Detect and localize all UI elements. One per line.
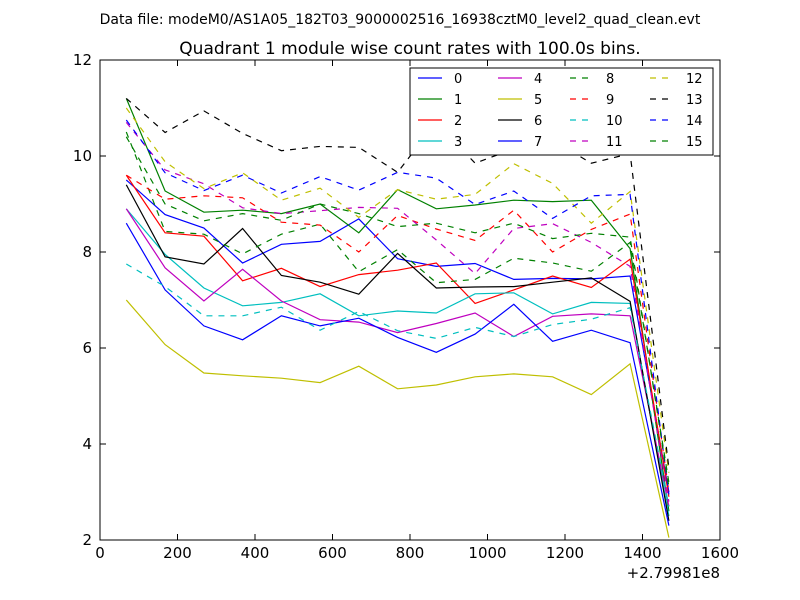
legend-entry-9: 9 <box>570 93 614 108</box>
series-line-10 <box>125 263 670 507</box>
x-tick-label: 1200 <box>546 544 584 562</box>
chart-title: Quadrant 1 module wise count rates with … <box>179 39 640 59</box>
x-tick-label: 200 <box>163 544 192 562</box>
y-tick-label: 12 <box>73 51 92 69</box>
x-tick-label: 600 <box>318 544 347 562</box>
legend-entry-3: 3 <box>418 135 462 150</box>
series-line-8 <box>125 131 670 483</box>
legend-label: 6 <box>534 114 542 129</box>
suptitle: Data file: modeM0/AS1A05_182T03_90000025… <box>100 12 701 28</box>
legend-entry-7: 7 <box>498 135 542 150</box>
y-tick-label: 10 <box>73 147 92 165</box>
legend-entry-0: 0 <box>418 72 462 87</box>
y-tick-label: 8 <box>82 243 92 261</box>
x-tick-label: 800 <box>396 544 425 562</box>
x-tick-label: 400 <box>241 544 270 562</box>
legend-label: 1 <box>454 93 462 108</box>
legend-label: 14 <box>686 114 703 129</box>
legend-label: 7 <box>534 135 542 150</box>
series-line-7 <box>125 222 670 526</box>
legend-label: 8 <box>606 72 614 87</box>
series-line-11 <box>125 122 670 502</box>
series-line-14 <box>125 119 670 495</box>
y-tick-label: 6 <box>82 339 92 357</box>
x-tick-label: 1000 <box>468 544 506 562</box>
legend-entry-2: 2 <box>418 114 462 129</box>
x-tick-label: 1400 <box>623 544 661 562</box>
legend-label: 0 <box>454 72 462 87</box>
legend-entry-10: 10 <box>570 114 623 129</box>
legend-entry-8: 8 <box>570 72 614 87</box>
legend-label: 11 <box>606 135 623 150</box>
x-tick-label: 0 <box>95 544 105 562</box>
series-line-2 <box>125 174 670 497</box>
legend-label: 5 <box>534 93 542 108</box>
legend-entry-12: 12 <box>650 72 703 87</box>
legend-label: 9 <box>606 93 614 108</box>
series-line-6 <box>125 184 670 521</box>
x-offset-label: +2.79981e8 <box>627 564 720 582</box>
legend-label: 2 <box>454 114 462 129</box>
y-tick-label: 2 <box>82 531 92 549</box>
series-line-3 <box>125 208 670 517</box>
legend-entry-14: 14 <box>650 114 703 129</box>
legend-label: 12 <box>686 72 703 87</box>
series-line-4 <box>125 208 670 507</box>
series-line-12 <box>125 107 670 473</box>
legend-entry-6: 6 <box>498 114 542 129</box>
y-tick-label: 4 <box>82 435 92 453</box>
legend-entry-5: 5 <box>498 93 542 108</box>
legend-entry-4: 4 <box>498 72 542 87</box>
legend-entry-1: 1 <box>418 93 462 108</box>
series-layer <box>125 97 670 538</box>
x-tick-label: 1600 <box>701 544 739 562</box>
legend-label: 15 <box>686 135 703 150</box>
series-line-13 <box>125 97 670 469</box>
legend-label: 13 <box>686 93 703 108</box>
legend-label: 3 <box>454 135 462 150</box>
legend-label: 4 <box>534 72 542 87</box>
legend-entry-13: 13 <box>650 93 703 108</box>
legend-entry-11: 11 <box>570 135 623 150</box>
series-line-15 <box>125 136 670 488</box>
series-line-9 <box>125 174 670 493</box>
series-line-5 <box>125 299 670 538</box>
legend-entry-15: 15 <box>650 135 703 150</box>
legend-label: 10 <box>606 114 623 129</box>
